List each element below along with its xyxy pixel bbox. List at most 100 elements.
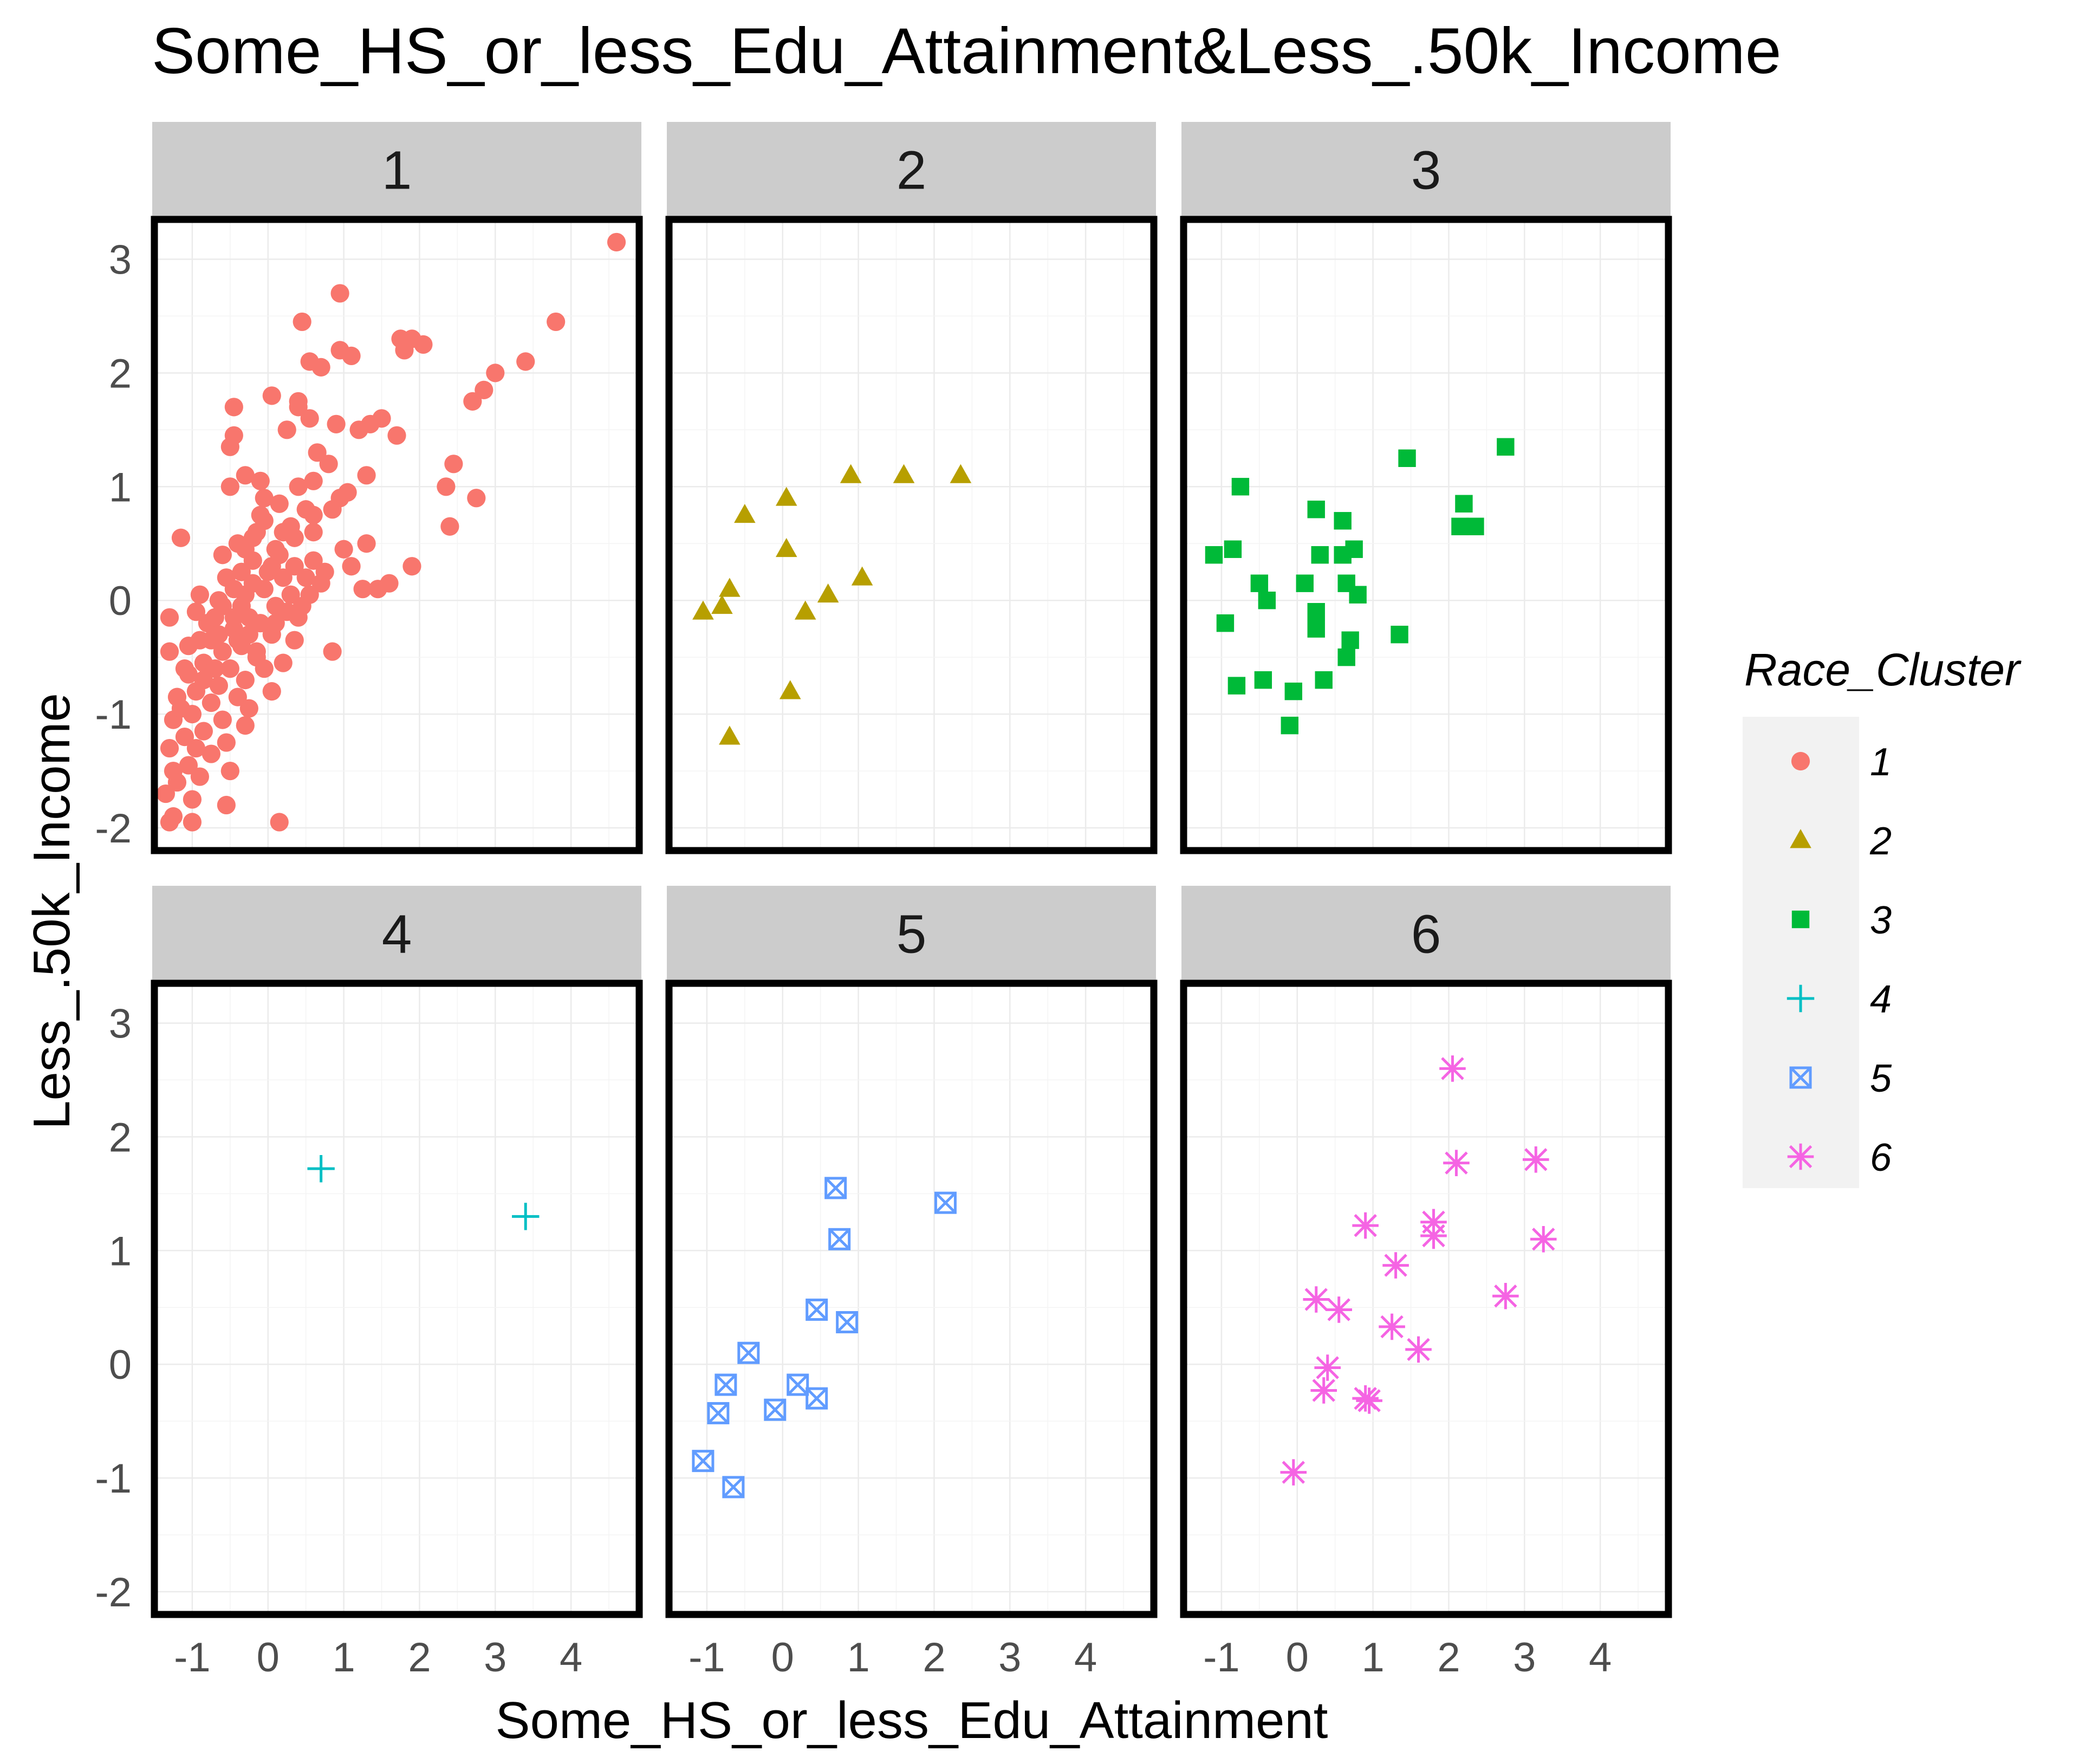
x-tick-label: 3 bbox=[484, 1635, 506, 1681]
facet-strip bbox=[152, 886, 641, 981]
legend-key-symbol bbox=[1787, 984, 1815, 1013]
series-3-points bbox=[1205, 438, 1515, 735]
facet-strip-label: 3 bbox=[1411, 140, 1441, 201]
data-point bbox=[1250, 574, 1269, 592]
series-4-points bbox=[307, 1155, 540, 1230]
data-point bbox=[239, 625, 258, 644]
data-point bbox=[1307, 602, 1325, 621]
data-point bbox=[217, 733, 236, 752]
data-point bbox=[1307, 620, 1325, 638]
data-point bbox=[1326, 1296, 1352, 1323]
data-point bbox=[353, 580, 372, 599]
facet-strip-label: 6 bbox=[1411, 904, 1441, 965]
data-point bbox=[281, 585, 300, 604]
data-point bbox=[209, 676, 228, 695]
y-tick-label: 1 bbox=[109, 1228, 132, 1274]
panel-border bbox=[665, 216, 1158, 854]
data-point bbox=[475, 380, 493, 399]
legend-item-label: 1 bbox=[1870, 741, 1892, 784]
data-point bbox=[156, 784, 176, 803]
data-point bbox=[236, 716, 255, 735]
data-point bbox=[167, 773, 187, 792]
facet-strip-label: 4 bbox=[382, 904, 412, 965]
x-tick-label: 1 bbox=[847, 1635, 869, 1681]
data-point bbox=[160, 738, 179, 758]
data-point bbox=[205, 608, 224, 627]
data-point bbox=[516, 352, 535, 371]
data-point bbox=[277, 420, 296, 439]
data-point bbox=[327, 414, 346, 433]
data-point bbox=[289, 477, 308, 496]
legend-key-symbol bbox=[1791, 751, 1810, 771]
data-point bbox=[190, 585, 210, 604]
data-point bbox=[722, 1476, 745, 1499]
data-point bbox=[300, 409, 319, 428]
data-point bbox=[391, 329, 410, 348]
data-point bbox=[806, 1387, 828, 1410]
x-tick-label: 4 bbox=[560, 1635, 582, 1681]
data-point bbox=[387, 426, 406, 445]
x-tick-label: 0 bbox=[257, 1635, 280, 1681]
data-point bbox=[1352, 1212, 1379, 1239]
data-point bbox=[342, 557, 361, 576]
data-point bbox=[1310, 1377, 1337, 1404]
legend-key-background bbox=[1743, 717, 1859, 1188]
facet-panel-1: 1 bbox=[151, 122, 643, 854]
data-point bbox=[285, 557, 304, 576]
data-point bbox=[512, 1203, 540, 1230]
x-tick-label: 2 bbox=[923, 1635, 945, 1681]
data-point bbox=[467, 489, 486, 508]
y-tick-label: 3 bbox=[109, 237, 132, 283]
data-point bbox=[414, 335, 433, 354]
data-point bbox=[213, 710, 232, 729]
data-point bbox=[1307, 501, 1325, 518]
data-point bbox=[1334, 546, 1352, 564]
data-point bbox=[186, 738, 206, 758]
data-point bbox=[262, 682, 281, 701]
data-point bbox=[1231, 478, 1250, 496]
data-point bbox=[236, 466, 255, 485]
data-point bbox=[1391, 625, 1408, 644]
data-point bbox=[308, 443, 327, 462]
legend-key-symbol bbox=[1791, 910, 1810, 929]
data-point bbox=[239, 699, 258, 718]
data-point bbox=[274, 653, 293, 672]
data-point bbox=[1334, 512, 1352, 530]
x-axis-label: Some_HS_or_less_Edu_Attainment bbox=[496, 1691, 1328, 1749]
data-point bbox=[186, 602, 206, 621]
data-point bbox=[213, 642, 232, 661]
data-point bbox=[779, 680, 801, 699]
data-point bbox=[1382, 1252, 1409, 1279]
data-point bbox=[304, 471, 323, 490]
data-point bbox=[1405, 1336, 1432, 1363]
data-point bbox=[836, 1311, 859, 1334]
data-point bbox=[311, 358, 330, 377]
data-point bbox=[255, 659, 274, 678]
data-point bbox=[734, 504, 756, 523]
data-point bbox=[307, 1155, 335, 1183]
data-point bbox=[179, 665, 198, 684]
data-point bbox=[437, 477, 456, 496]
data-point bbox=[334, 540, 353, 559]
panel-grid bbox=[669, 983, 1154, 1614]
data-point bbox=[220, 437, 239, 456]
x-tick-label: 4 bbox=[1589, 1635, 1612, 1681]
facet-panel-3: 3 bbox=[1180, 122, 1672, 854]
data-point bbox=[1497, 438, 1515, 456]
data-point bbox=[1398, 449, 1416, 468]
data-point bbox=[794, 600, 816, 620]
data-point bbox=[262, 557, 281, 576]
data-point bbox=[787, 1373, 809, 1396]
data-point bbox=[205, 659, 224, 678]
data-point bbox=[160, 642, 179, 661]
data-point bbox=[440, 517, 459, 536]
legend: Race_Cluster 1 2 3 4 5 6 bbox=[1743, 644, 2022, 1188]
x-tick-label: 0 bbox=[1286, 1635, 1309, 1681]
legend-key-symbol bbox=[1789, 1066, 1812, 1089]
data-point bbox=[304, 505, 323, 524]
series-1-points bbox=[156, 232, 626, 832]
data-point bbox=[251, 505, 270, 524]
data-point bbox=[228, 688, 247, 706]
legend-item-label: 2 bbox=[1869, 820, 1892, 863]
facet-panel-5: 5 bbox=[665, 886, 1158, 1618]
